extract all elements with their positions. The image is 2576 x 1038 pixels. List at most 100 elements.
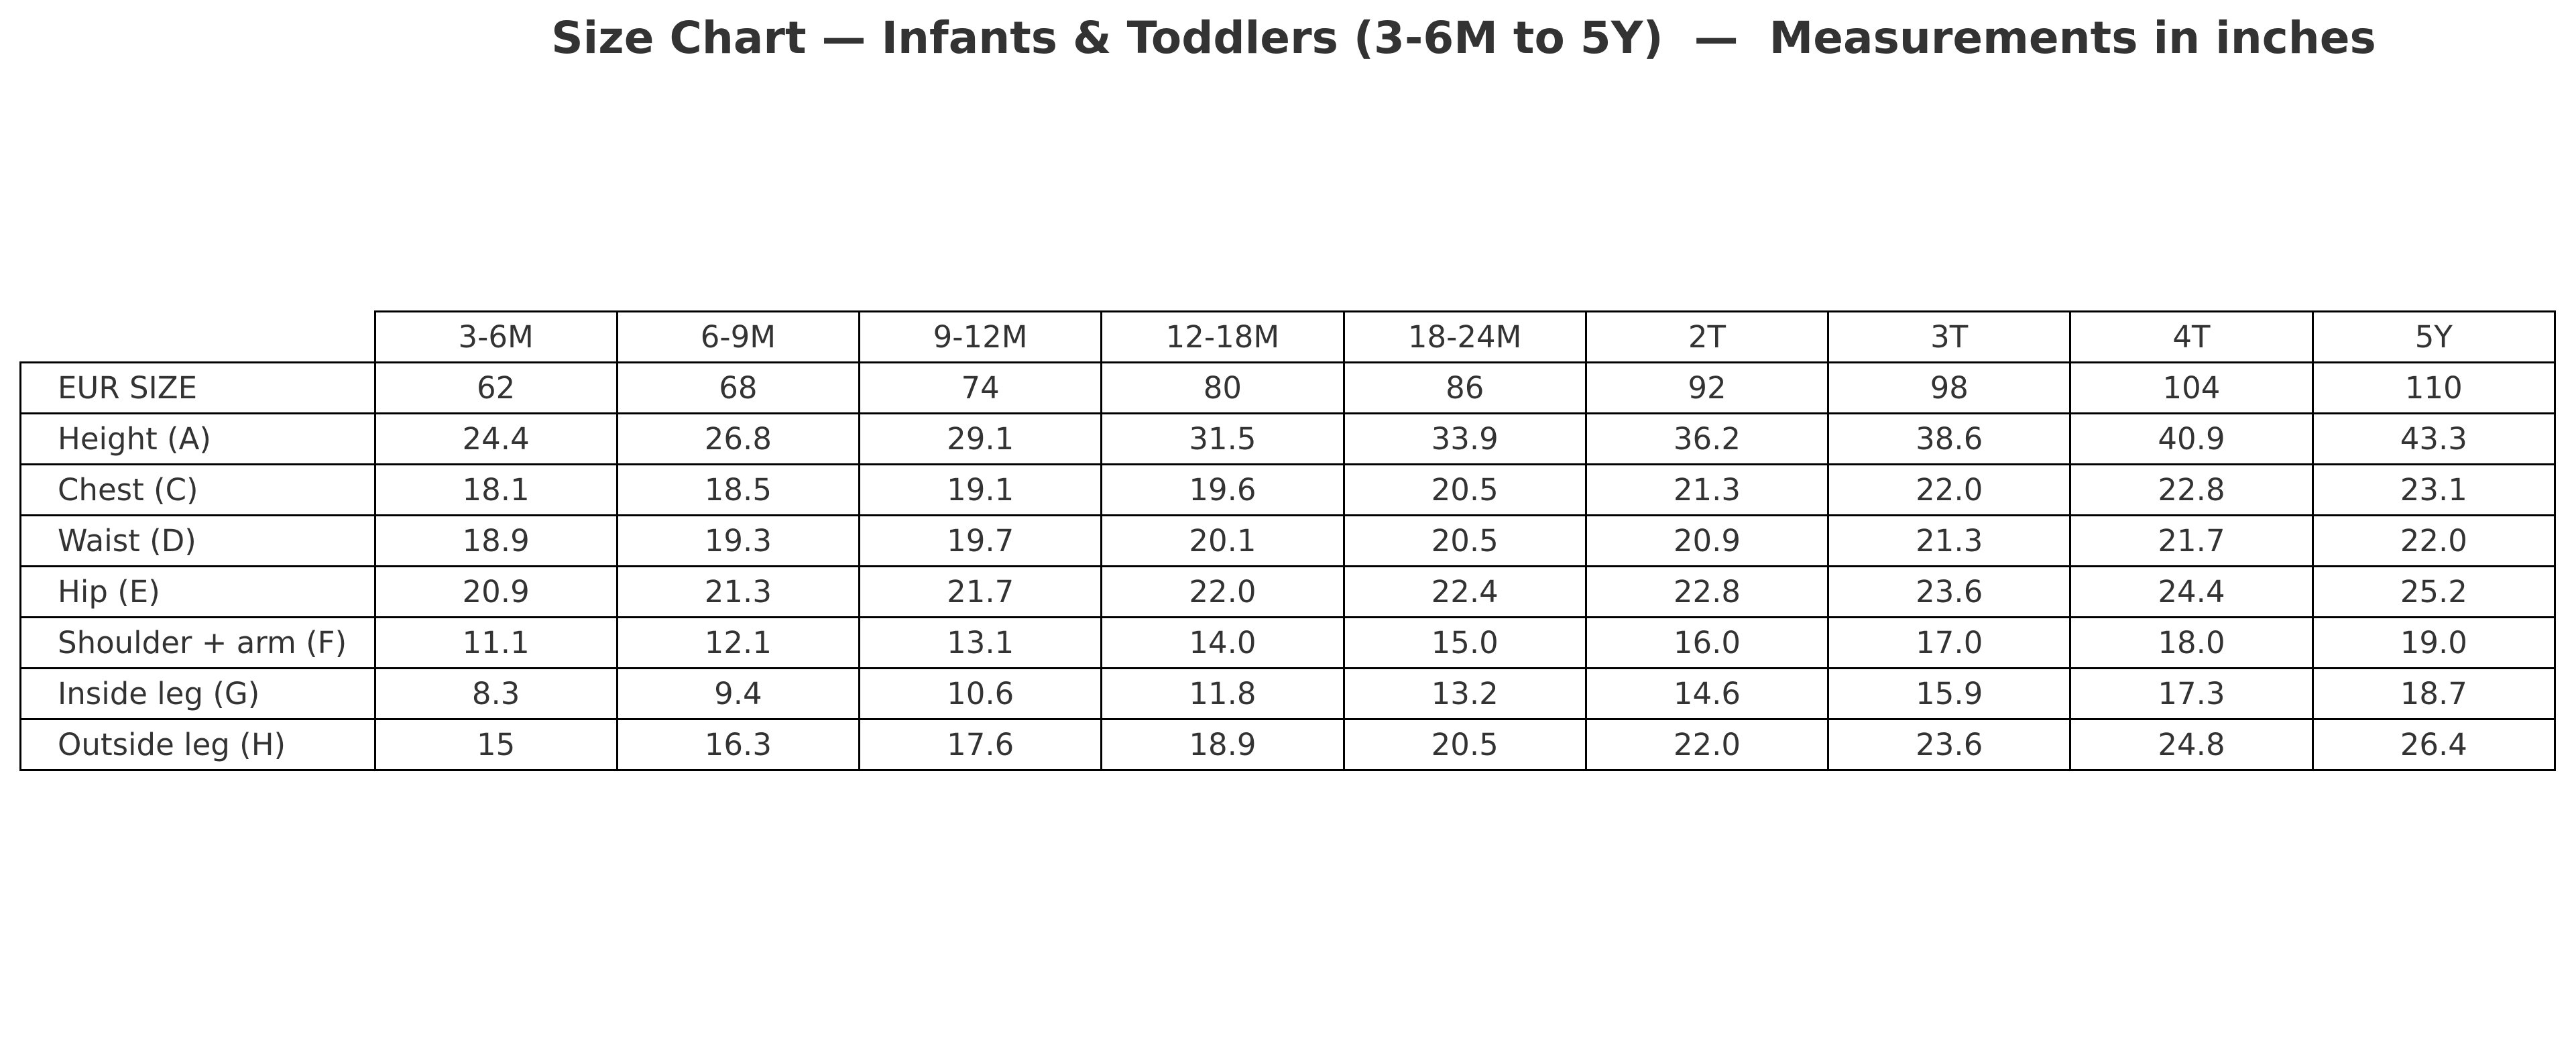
table-row: EUR SIZE 62 68 74 80 86 92 98 104 110 xyxy=(19,361,2557,414)
cell: 18.9 xyxy=(373,514,618,567)
cell: 110 xyxy=(2311,361,2557,414)
cell: 17.6 xyxy=(858,718,1103,771)
cell: 11.1 xyxy=(373,616,618,669)
cell: 22.0 xyxy=(1100,565,1345,618)
cell: 11.8 xyxy=(1100,667,1345,720)
cell: 15.0 xyxy=(1342,616,1587,669)
cell: 17.0 xyxy=(1827,616,2072,669)
column-header: 6-9M xyxy=(616,310,861,363)
cell: 24.4 xyxy=(2069,565,2314,618)
row-label: Shoulder + arm (F) xyxy=(19,616,376,669)
column-header: 9-12M xyxy=(858,310,1103,363)
cell: 74 xyxy=(858,361,1103,414)
column-header: 4T xyxy=(2069,310,2314,363)
row-label: Hip (E) xyxy=(19,565,376,618)
cell: 16.3 xyxy=(616,718,861,771)
cell: 19.0 xyxy=(2311,616,2557,669)
row-label: Chest (C) xyxy=(19,463,376,516)
cell: 19.1 xyxy=(858,463,1103,516)
row-label: Outside leg (H) xyxy=(19,718,376,771)
cell: 92 xyxy=(1584,361,1830,414)
title: Size Chart — Infants & Toddlers (3-6M to… xyxy=(551,12,2376,64)
column-header: 2T xyxy=(1584,310,1830,363)
cell: 22.8 xyxy=(1584,565,1830,618)
cell: 98 xyxy=(1827,361,2072,414)
cell: 22.0 xyxy=(1827,463,2072,516)
corner-cell xyxy=(20,311,376,363)
cell: 21.3 xyxy=(1584,463,1830,516)
cell: 104 xyxy=(2069,361,2314,414)
cell: 18.5 xyxy=(616,463,861,516)
table-row: Chest (C) 18.1 18.5 19.1 19.6 20.5 21.3 22.0 22.… xyxy=(19,463,2557,516)
column-header: 3-6M xyxy=(373,310,618,363)
cell: 19.7 xyxy=(858,514,1103,567)
cell: 20.1 xyxy=(1100,514,1345,567)
cell: 16.0 xyxy=(1584,616,1830,669)
row-label: Waist (D) xyxy=(19,514,376,567)
cell: 18.1 xyxy=(373,463,618,516)
cell: 22.0 xyxy=(1584,718,1830,771)
cell: 24.4 xyxy=(373,412,618,465)
cell: 9.4 xyxy=(616,667,861,720)
cell: 20.9 xyxy=(373,565,618,618)
cell: 14.0 xyxy=(1100,616,1345,669)
column-header: 3T xyxy=(1827,310,2072,363)
table-row: Height (A) 24.4 26.8 29.1 31.5 33.9 36.2 38.6 40… xyxy=(19,412,2557,465)
cell: 8.3 xyxy=(373,667,618,720)
column-header: 18-24M xyxy=(1342,310,1587,363)
table-row: Outside leg (H) 15 16.3 17.6 18.9 20.5 22.0 23.… xyxy=(19,718,2557,771)
cell: 13.1 xyxy=(858,616,1103,669)
cell: 12.1 xyxy=(616,616,861,669)
cell: 36.2 xyxy=(1584,412,1830,465)
cell: 18.0 xyxy=(2069,616,2314,669)
cell: 26.4 xyxy=(2311,718,2557,771)
cell: 62 xyxy=(373,361,618,414)
cell: 80 xyxy=(1100,361,1345,414)
cell: 19.3 xyxy=(616,514,861,567)
cell: 26.8 xyxy=(616,412,861,465)
cell: 10.6 xyxy=(858,667,1103,720)
cell: 17.3 xyxy=(2069,667,2314,720)
table-row: Inside leg (G) 8.3 9.4 10.6 11.8 13.2 14.6 15.9… xyxy=(19,667,2557,720)
cell: 14.6 xyxy=(1584,667,1830,720)
cell: 23.1 xyxy=(2311,463,2557,516)
cell: 43.3 xyxy=(2311,412,2557,465)
row-label: Height (A) xyxy=(19,412,376,465)
table-row: Waist (D) 18.9 19.3 19.7 20.1 20.5 20.9 21.3 21.… xyxy=(19,514,2557,567)
cell: 22.8 xyxy=(2069,463,2314,516)
row-label: Inside leg (G) xyxy=(19,667,376,720)
cell: 38.6 xyxy=(1827,412,2072,465)
cell: 21.3 xyxy=(1827,514,2072,567)
cell: 68 xyxy=(616,361,861,414)
cell: 23.6 xyxy=(1827,565,2072,618)
header-row: 3-6M 6-9M 9-12M 12-18M 18-24M 2T 3T 4T 5Y xyxy=(20,310,2557,363)
size-table: 3-6M 6-9M 9-12M 12-18M 18-24M 2T 3T 4T 5Y EUR SIZ… xyxy=(19,310,2557,771)
cell: 18.9 xyxy=(1100,718,1345,771)
table-row: Shoulder + arm (F) 11.1 12.1 13.1 14.0 15.0 16… xyxy=(19,616,2557,669)
cell: 15.9 xyxy=(1827,667,2072,720)
cell: 24.8 xyxy=(2069,718,2314,771)
cell: 20.5 xyxy=(1342,514,1587,567)
cell: 18.7 xyxy=(2311,667,2557,720)
cell: 15 xyxy=(373,718,618,771)
cell: 31.5 xyxy=(1100,412,1345,465)
cell: 21.7 xyxy=(2069,514,2314,567)
cell: 20.5 xyxy=(1342,463,1587,516)
cell: 21.3 xyxy=(616,565,861,618)
cell: 19.6 xyxy=(1100,463,1345,516)
table-row: Hip (E) 20.9 21.3 21.7 22.0 22.4 22.8 23.6 24.4 2… xyxy=(19,565,2557,618)
cell: 40.9 xyxy=(2069,412,2314,465)
column-header: 5Y xyxy=(2311,310,2557,363)
cell: 22.4 xyxy=(1342,565,1587,618)
row-label: EUR SIZE xyxy=(19,361,376,414)
cell: 13.2 xyxy=(1342,667,1587,720)
cell: 25.2 xyxy=(2311,565,2557,618)
cell: 86 xyxy=(1342,361,1587,414)
column-header: 12-18M xyxy=(1100,310,1345,363)
cell: 20.9 xyxy=(1584,514,1830,567)
cell: 29.1 xyxy=(858,412,1103,465)
cell: 33.9 xyxy=(1342,412,1587,465)
cell: 21.7 xyxy=(858,565,1103,618)
cell: 23.6 xyxy=(1827,718,2072,771)
